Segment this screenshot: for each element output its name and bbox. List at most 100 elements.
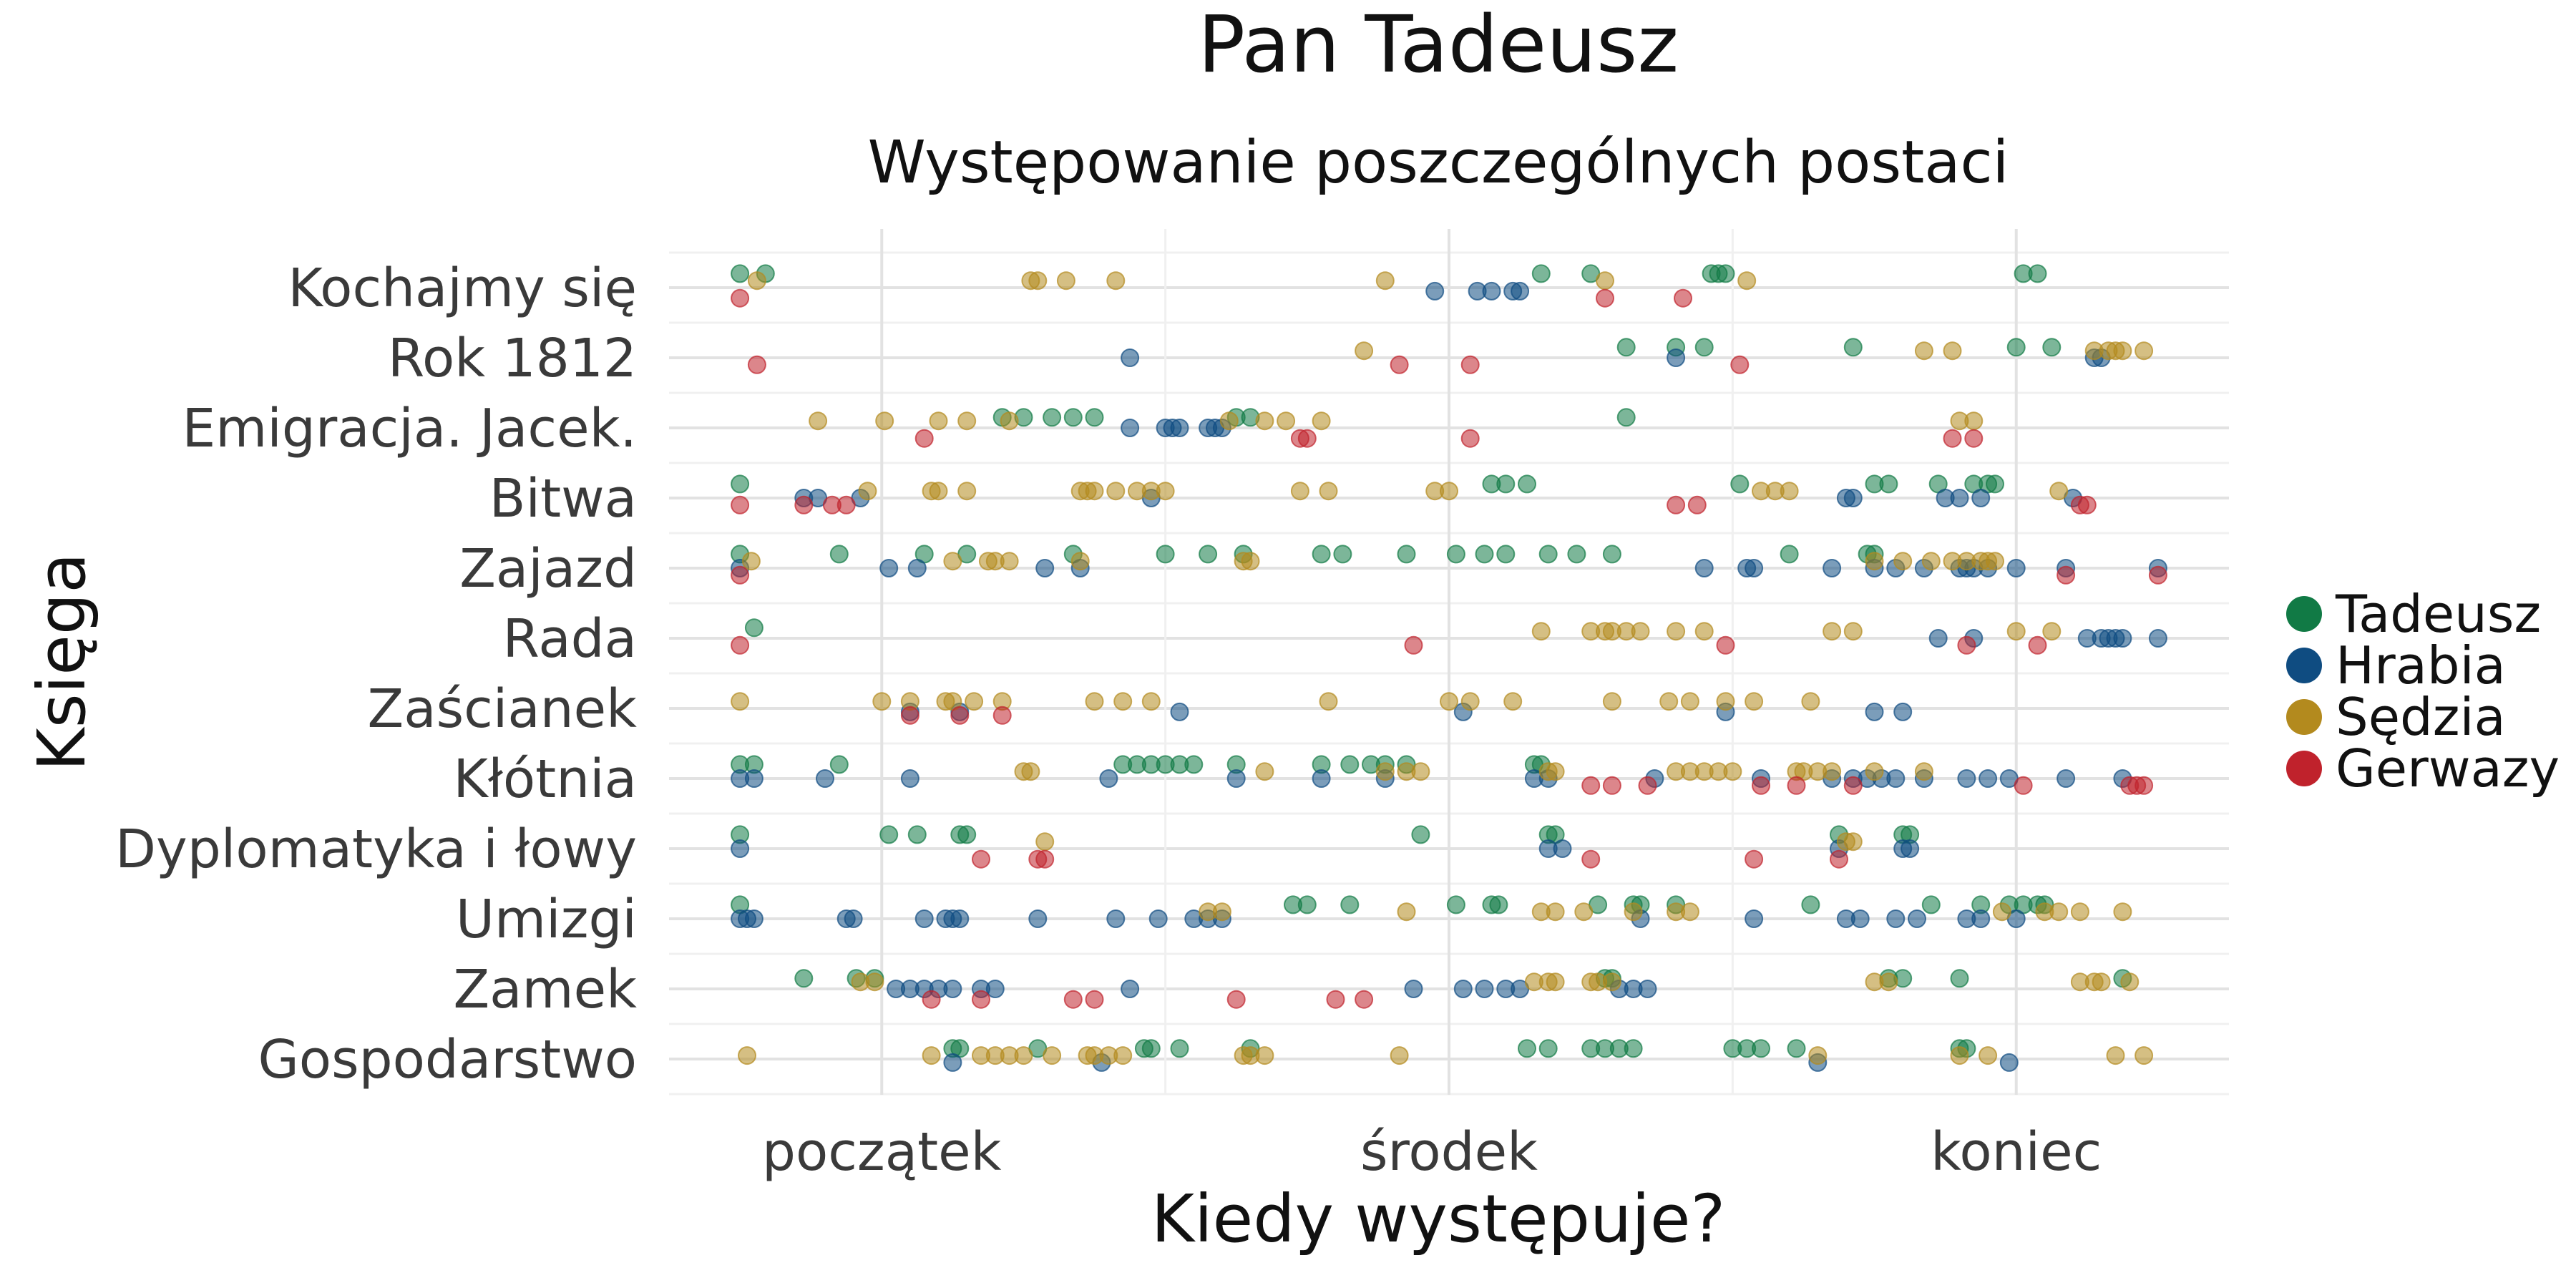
legend-label-gerwazy: Gerwazy — [2336, 738, 2560, 799]
data-point-sędzia — [1531, 622, 1551, 641]
data-point-tadeusz — [957, 825, 977, 844]
data-point-tadeusz — [1340, 895, 1360, 914]
data-point-gerwazy — [2014, 776, 2033, 795]
data-point-hrabia — [1148, 909, 1168, 928]
data-point-sędzia — [1723, 762, 1742, 781]
legend-label-tadeusz: Tadeusz — [2335, 584, 2541, 644]
data-point-sędzia — [1596, 271, 1614, 291]
data-point-sędzia — [1631, 622, 1650, 641]
data-point-sędzia — [1397, 902, 1416, 922]
data-point-hrabia — [1453, 980, 1473, 998]
data-point-hrabia — [1312, 769, 1331, 788]
data-point-gerwazy — [1674, 288, 1692, 308]
data-point-hrabia — [1901, 839, 1920, 858]
data-point-sędzia — [1667, 622, 1686, 641]
data-point-sędzia — [1141, 692, 1161, 711]
data-point-hrabia — [879, 559, 899, 577]
data-point-sędzia — [1021, 762, 1040, 781]
data-point-tadeusz — [1616, 338, 1636, 357]
data-point-hrabia — [1694, 559, 1714, 577]
data-point-sędzia — [809, 411, 828, 431]
data-point-tadeusz — [1787, 1039, 1806, 1058]
data-point-sędzia — [1219, 411, 1239, 431]
y-tick-label: Dyplomatyka i łowy — [115, 819, 637, 880]
y-tick-label: Kłótnia — [453, 748, 637, 810]
data-point-tadeusz — [1475, 545, 1494, 564]
data-point-hrabia — [1865, 702, 1884, 721]
data-point-tadeusz — [1312, 545, 1331, 564]
data-point-gerwazy — [1716, 635, 1735, 655]
data-point-tadeusz — [794, 969, 814, 988]
data-point-tadeusz — [1446, 545, 1465, 564]
data-point-sędzia — [1014, 1046, 1033, 1065]
data-point-tadeusz — [1986, 474, 2004, 494]
data-point-sędzia — [1865, 762, 1884, 781]
x-tick-labels: początek środek koniec — [762, 1121, 2102, 1183]
data-point-sędzia — [1986, 552, 2004, 571]
x-axis-title: Kiedy występuje? — [1151, 1181, 1726, 1257]
data-point-tadeusz — [1567, 545, 1586, 564]
data-point-sędzia — [1056, 271, 1075, 291]
data-point-hrabia — [943, 980, 962, 998]
data-point-tadeusz — [1879, 474, 1898, 494]
legend-key-gerwazy — [2286, 751, 2322, 786]
data-point-gerwazy — [1957, 635, 1976, 655]
data-point-hrabia — [1745, 559, 1764, 577]
data-point-gerwazy — [2028, 635, 2047, 655]
data-point-gerwazy — [1964, 429, 1984, 448]
data-point-sędzia — [747, 271, 766, 291]
data-point-gerwazy — [2077, 495, 2097, 514]
data-point-sędzia — [1914, 341, 1933, 361]
data-point-sędzia — [1212, 902, 1231, 922]
data-point-gerwazy — [1745, 849, 1764, 869]
data-point-sędzia — [1843, 832, 1863, 852]
data-point-sędzia — [1106, 271, 1126, 291]
data-point-tadeusz — [1801, 895, 1820, 914]
data-point-sędzia — [1390, 1046, 1409, 1065]
data-point-sędzia — [1277, 411, 1296, 431]
data-point-sędzia — [1865, 552, 1884, 571]
data-point-sędzia — [1312, 411, 1331, 431]
data-point-tadeusz — [1489, 895, 1508, 914]
y-tick-label: Rada — [503, 608, 637, 670]
data-point-hrabia — [2057, 769, 2076, 788]
data-point-hrabia — [1099, 769, 1118, 788]
data-point-tadeusz — [1496, 545, 1516, 564]
legend-label-sędzia: Sędzia — [2336, 687, 2506, 747]
data-point-tadeusz — [1518, 1039, 1536, 1058]
data-point-sędzia — [875, 411, 894, 431]
y-tick-label: Umizgi — [456, 889, 637, 950]
data-point-hrabia — [1028, 909, 1048, 928]
x-tick-label: środek — [1360, 1121, 1538, 1183]
data-point-gerwazy — [972, 990, 990, 1009]
data-point-sędzia — [1964, 411, 1984, 431]
data-point-tadeusz — [1531, 264, 1551, 283]
data-point-sędzia — [1546, 972, 1565, 992]
data-point-tadeusz — [2006, 338, 2026, 357]
data-point-tadeusz — [907, 825, 927, 844]
data-point-sędzia — [1290, 482, 1309, 501]
y-tick-label: Rok 1812 — [388, 328, 637, 389]
data-point-tadeusz — [1538, 545, 1558, 564]
data-point-sędzia — [2070, 902, 2089, 922]
data-point-tadeusz — [829, 545, 849, 564]
data-point-sędzia — [738, 1046, 756, 1065]
data-point-gerwazy — [1035, 849, 1055, 869]
data-point-gerwazy — [914, 429, 934, 448]
data-point-tadeusz — [2042, 338, 2062, 357]
data-point-sędzia — [1255, 411, 1274, 431]
y-tick-label: Zaścianek — [368, 678, 638, 740]
y-tick-label: Emigracja. Jacek. — [182, 398, 637, 459]
data-point-sędzia — [1914, 762, 1933, 781]
data-point-sędzia — [2049, 482, 2069, 501]
chart-title: Pan Tadeusz — [1198, 0, 1679, 90]
legend-label-hrabia: Hrabia — [2336, 635, 2506, 696]
data-point-tadeusz — [879, 825, 899, 844]
data-point-sędzia — [1801, 692, 1820, 711]
data-point-tadeusz — [1141, 1039, 1161, 1058]
data-point-sędzia — [1085, 692, 1104, 711]
data-point-gerwazy — [950, 706, 970, 725]
data-point-sędzia — [1440, 692, 1458, 711]
data-point-sędzia — [1411, 762, 1430, 781]
